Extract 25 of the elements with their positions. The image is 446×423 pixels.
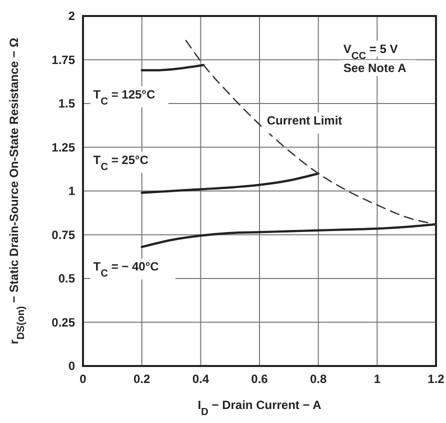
y-tick-label: 1.5 xyxy=(58,96,76,110)
series-label: T$_{C}$ = 125°C xyxy=(93,87,156,107)
y-tick-label: 1.25 xyxy=(52,140,76,154)
x-tick-label: 0 xyxy=(80,372,87,386)
annotation: V$_{CC}$ = 5 V xyxy=(343,42,398,62)
line-series xyxy=(185,40,437,225)
x-tick-label: 0.8 xyxy=(310,372,327,386)
y-tick-label: 0.75 xyxy=(52,228,76,242)
y-tick-label: 0 xyxy=(68,359,76,373)
annotation: See Note A xyxy=(343,61,407,75)
line-series xyxy=(140,172,320,194)
y-tick-label: 1.75 xyxy=(52,52,76,67)
y-tick-label: 0.5 xyxy=(58,272,76,286)
x-tick-label: 0.2 xyxy=(133,372,150,386)
x-tick-label: 1 xyxy=(374,372,381,386)
series-label: Current Limit xyxy=(266,114,342,128)
y-tick-label: 2 xyxy=(68,9,76,23)
x-tick-label: 1.2 xyxy=(428,372,445,386)
x-tick-label: 0.4 xyxy=(192,372,210,386)
x-axis-title: I$_{D}$ − Drain Current − A xyxy=(198,398,322,418)
x-tick-label: 0.6 xyxy=(251,372,268,386)
y-tick-label: 1 xyxy=(68,184,76,198)
series-label: T$_{C}$ = 25°C xyxy=(93,152,149,172)
series-label: T$_{C}$ = − 40°C xyxy=(93,260,160,280)
y-tick-label: 0.25 xyxy=(52,315,76,330)
